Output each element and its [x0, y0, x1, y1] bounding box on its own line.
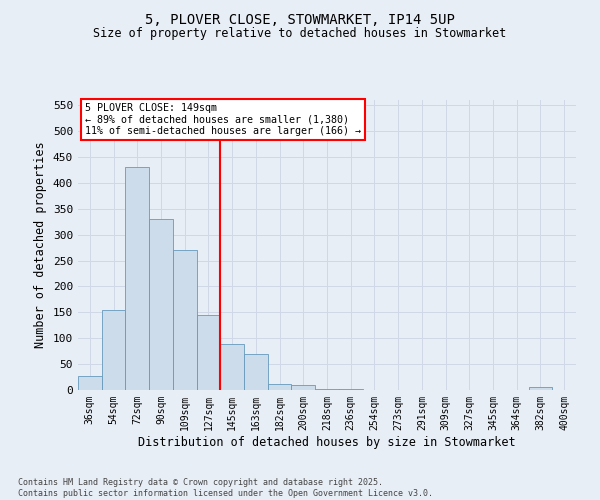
Bar	[220, 344, 244, 390]
X-axis label: Distribution of detached houses by size in Stowmarket: Distribution of detached houses by size …	[138, 436, 516, 448]
Bar	[125, 168, 149, 390]
Text: 5, PLOVER CLOSE, STOWMARKET, IP14 5UP: 5, PLOVER CLOSE, STOWMARKET, IP14 5UP	[145, 12, 455, 26]
Y-axis label: Number of detached properties: Number of detached properties	[34, 142, 47, 348]
Bar	[529, 388, 552, 390]
Bar	[244, 354, 268, 390]
Bar	[102, 310, 125, 390]
Text: Size of property relative to detached houses in Stowmarket: Size of property relative to detached ho…	[94, 28, 506, 40]
Bar	[78, 376, 102, 390]
Bar	[315, 389, 339, 390]
Text: Contains HM Land Registry data © Crown copyright and database right 2025.
Contai: Contains HM Land Registry data © Crown c…	[18, 478, 433, 498]
Bar	[197, 315, 220, 390]
Bar	[268, 384, 292, 390]
Bar	[173, 250, 197, 390]
Text: 5 PLOVER CLOSE: 149sqm
← 89% of detached houses are smaller (1,380)
11% of semi-: 5 PLOVER CLOSE: 149sqm ← 89% of detached…	[85, 102, 361, 136]
Bar	[149, 219, 173, 390]
Bar	[292, 386, 315, 390]
